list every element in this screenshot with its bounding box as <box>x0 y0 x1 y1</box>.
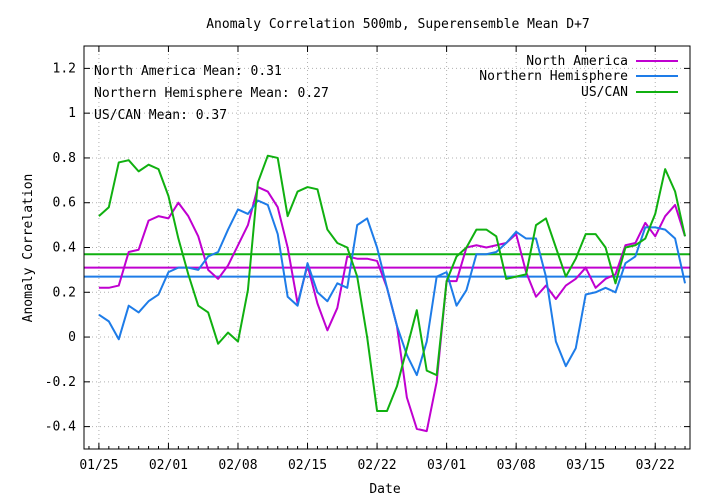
legend-label-us-can: US/CAN <box>581 85 628 100</box>
northern-hemisphere-line <box>98 199 687 377</box>
y-tick-label: 0.8 <box>53 151 76 166</box>
legend: North America Northern Hemisphere US/CAN <box>479 54 678 100</box>
y-tick-label: -0.4 <box>45 420 76 435</box>
x-tick-label: 02/15 <box>288 458 327 473</box>
y-tick-label: 0.2 <box>53 285 76 300</box>
x-axis-label: Date <box>369 482 400 497</box>
y-tick-label: 1.2 <box>53 61 76 76</box>
x-tick-label: 01/25 <box>79 458 118 473</box>
x-tick-label: 03/01 <box>427 458 466 473</box>
annotation-northern-hemisphere-mean: Northern Hemisphere Mean: 0.27 <box>94 86 329 101</box>
y-axis-label: Anomaly Correlation <box>21 174 36 323</box>
legend-label-northern-hemisphere: Northern Hemisphere <box>479 69 628 84</box>
legend-label-north-america: North America <box>526 54 628 69</box>
grid-lines <box>84 46 690 449</box>
chart-title: Anomaly Correlation 500mb, Superensemble… <box>206 17 590 32</box>
y-tick-label: -0.2 <box>45 375 76 390</box>
x-tick-label: 03/08 <box>497 458 536 473</box>
data-series <box>98 154 687 433</box>
x-tick-label: 03/22 <box>636 458 675 473</box>
annotation-us-can-mean: US/CAN Mean: 0.37 <box>94 108 227 123</box>
us-can-line <box>98 154 687 412</box>
y-axis-ticks: -0.4 -0.2 0 0.2 0.4 0.6 0.8 1 1.2 <box>45 61 690 435</box>
y-tick-label: 0 <box>68 330 76 345</box>
x-tick-label: 02/01 <box>149 458 188 473</box>
x-tick-label: 02/22 <box>357 458 396 473</box>
x-tick-label: 02/08 <box>218 458 257 473</box>
y-tick-label: 0.6 <box>53 196 76 211</box>
y-tick-label: 1 <box>68 106 76 121</box>
x-axis-ticks: 01/25 02/01 02/08 02/15 02/22 03/01 03/08 03/15… <box>79 46 686 473</box>
annotation-north-america-mean: North America Mean: 0.31 <box>94 64 282 79</box>
y-tick-label: 0.4 <box>53 241 77 256</box>
x-tick-label: 03/15 <box>566 458 605 473</box>
